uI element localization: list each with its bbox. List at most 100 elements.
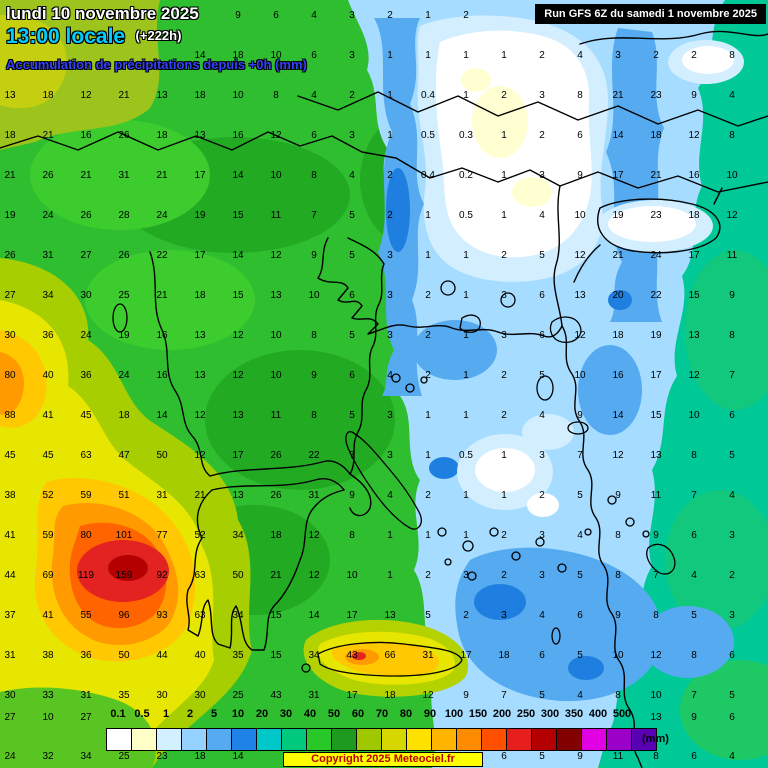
precip-value: 1: [425, 250, 431, 261]
sea-of-marmara: [597, 198, 721, 254]
precip-value: 15: [232, 290, 244, 301]
precip-value: 0.4: [421, 170, 435, 181]
precip-value: 12: [80, 90, 92, 101]
precip-value: 26: [4, 250, 16, 261]
precip-value: 6: [311, 50, 317, 61]
precip-value: 63: [194, 570, 206, 581]
precip-value: 50: [156, 450, 168, 461]
kythira-island: [301, 663, 311, 673]
precip-value: 8: [577, 90, 583, 101]
precip-value: 7: [501, 690, 507, 701]
precip-value: 30: [80, 290, 92, 301]
precip-value: 43: [270, 690, 282, 701]
legend-value: 5: [210, 708, 218, 720]
legend-value: 10: [231, 708, 245, 720]
legend-swatch: [482, 729, 507, 750]
precip-value: 0.3: [459, 130, 473, 141]
precip-value: 1: [387, 530, 393, 541]
precip-value: 12: [422, 690, 434, 701]
legend-unit-label: (mm): [642, 733, 669, 745]
precip-value: 13: [194, 330, 206, 341]
precip-value: 6: [729, 712, 735, 723]
legend-value: 250: [516, 708, 536, 720]
copyright-link[interactable]: Copyright 2025 Meteociel.fr: [283, 752, 483, 767]
legend-swatch: [357, 729, 382, 750]
precip-value: 16: [612, 370, 624, 381]
precip-value: 12: [308, 530, 320, 541]
precip-value: 9: [691, 712, 697, 723]
precip-value: 3: [349, 50, 355, 61]
precip-value: 18: [118, 410, 130, 421]
precip-value: 16: [80, 130, 92, 141]
legend-swatch: [232, 729, 257, 750]
precip-value: 8: [615, 570, 621, 581]
precip-value: 34: [42, 290, 54, 301]
precip-value: 15: [270, 610, 282, 621]
precip-value: 41: [4, 530, 16, 541]
precip-value: 80: [4, 370, 16, 381]
islands: [112, 280, 676, 677]
precip-value: 4: [729, 490, 735, 501]
precip-value: 13: [194, 130, 206, 141]
precip-value: 8: [729, 330, 735, 341]
precip-value: 22: [156, 250, 168, 261]
precip-value: 10: [270, 330, 282, 341]
precip-value: 12: [232, 330, 244, 341]
precip-value: 3: [539, 570, 545, 581]
precip-value: 1: [387, 50, 393, 61]
precip-value: 18: [156, 130, 168, 141]
precip-value: 12: [270, 250, 282, 261]
legend-swatch: [632, 729, 656, 750]
precip-value: 1: [425, 50, 431, 61]
precip-value: 5: [577, 490, 583, 501]
precip-value: 5: [577, 650, 583, 661]
precip-value: 2: [501, 370, 507, 381]
precip-value: 28: [118, 210, 130, 221]
precip-value: 35: [118, 690, 130, 701]
precip-value: 2: [425, 290, 431, 301]
precip-value: 9: [615, 610, 621, 621]
precip-value: 2: [387, 10, 393, 21]
precip-value: 31: [308, 490, 320, 501]
precip-value: 5: [349, 210, 355, 221]
precip-value: 1: [501, 210, 507, 221]
precip-value: 12: [574, 250, 586, 261]
dardanelles-strait: [573, 244, 601, 283]
precip-value: 5: [349, 330, 355, 341]
precip-value: 2: [653, 50, 659, 61]
precip-value: 93: [156, 610, 168, 621]
precip-value: 24: [650, 250, 662, 261]
precip-value: 44: [4, 570, 16, 581]
precip-value: 1: [425, 410, 431, 421]
precip-value: 23: [650, 210, 662, 221]
precip-value: 6: [577, 610, 583, 621]
precip-value: 1: [463, 250, 469, 261]
legend-value: 60: [351, 708, 365, 720]
precip-value: 59: [42, 530, 54, 541]
precip-value: 6: [349, 370, 355, 381]
legend-swatch: [307, 729, 332, 750]
coast-chalkidiki: [317, 237, 563, 338]
precip-value: 1: [501, 170, 507, 181]
precip-value: 12: [612, 450, 624, 461]
precip-value: 14: [308, 610, 320, 621]
precip-value: 10: [726, 170, 738, 181]
precip-value: 17: [232, 450, 244, 461]
legend-swatch: [532, 729, 557, 750]
valid-date-label: lundi 10 novembre 2025: [6, 4, 199, 23]
precip-value: 4: [311, 90, 317, 101]
precip-value: 10: [232, 90, 244, 101]
precip-value: 9: [577, 751, 583, 762]
precip-value: 2: [425, 330, 431, 341]
precip-value: 36: [80, 650, 92, 661]
precip-value: 31: [308, 690, 320, 701]
precip-value: 80: [80, 530, 92, 541]
border-north: [0, 131, 768, 193]
precip-value: 24: [118, 370, 130, 381]
precip-value: 16: [156, 330, 168, 341]
precip-value: 9: [691, 90, 697, 101]
precip-value: 19: [194, 210, 206, 221]
precip-value: 25: [118, 290, 130, 301]
